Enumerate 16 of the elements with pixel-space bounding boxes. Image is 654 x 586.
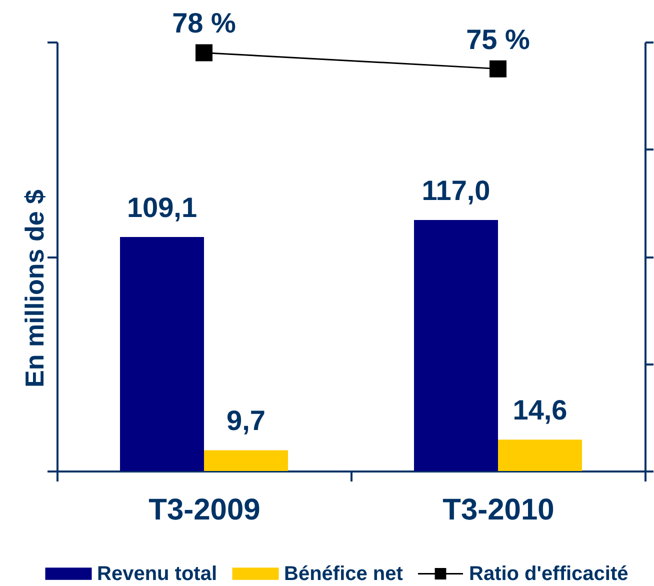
y-axis-title: En millions de $ [20,188,50,388]
data-label: 117,0 [422,175,490,206]
legend-label: Ratio d'efficacité [469,562,628,585]
data-label: 78 % [172,8,236,39]
x-tick-label: T3-2010 [442,494,554,526]
bar [204,450,288,471]
data-label: 75 % [466,24,530,55]
bar [414,220,498,471]
legend-label: Bénéfice net [284,562,404,585]
data-label: 9,7 [226,405,266,436]
data-label: 109,1 [126,192,198,223]
data-label: 14,6 [512,394,568,426]
legend-label: Revenu total [97,562,218,585]
x-tick-label: T3-2009 [148,494,260,526]
bar [498,440,582,471]
bar [120,236,204,471]
